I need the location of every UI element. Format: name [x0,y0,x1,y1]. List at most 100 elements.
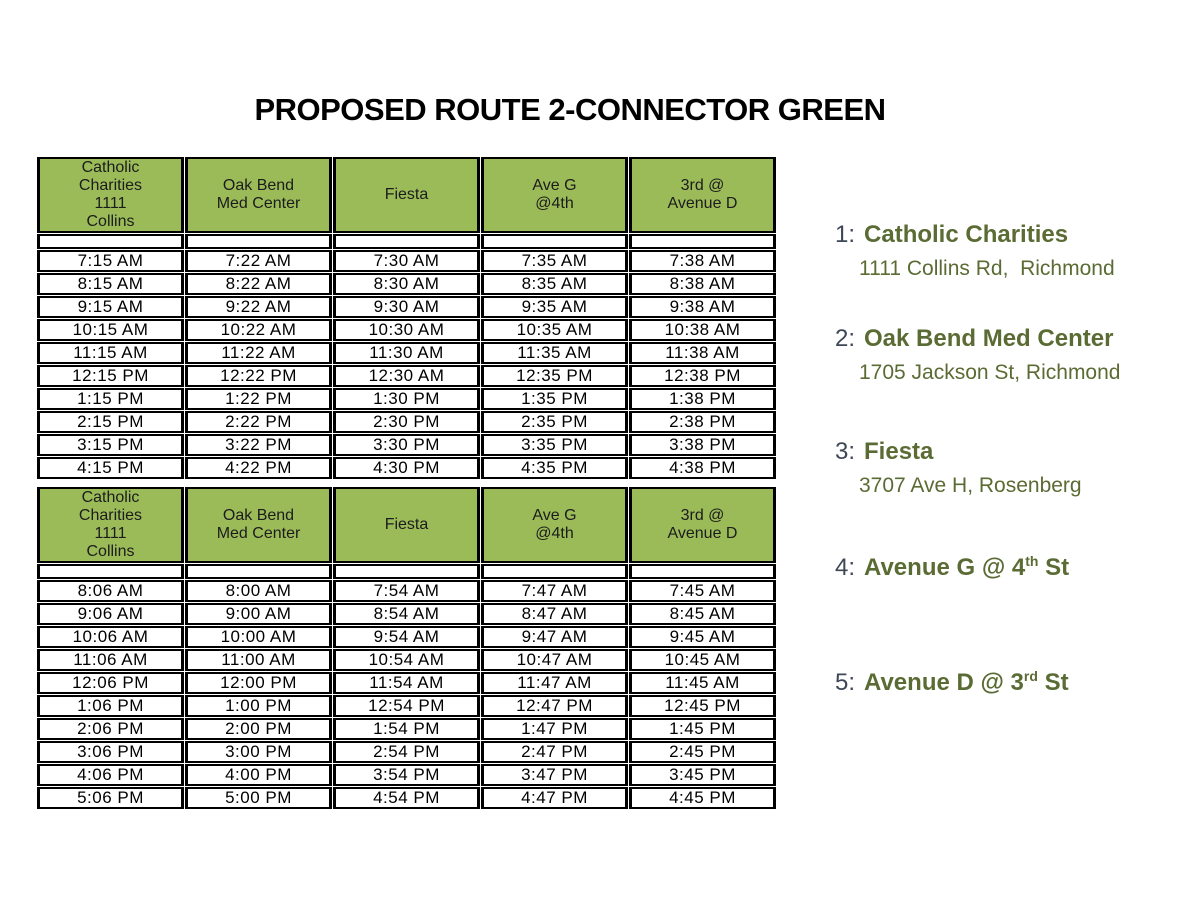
time-cell: 5:00 PM [185,787,332,809]
time-cell: 3:54 PM [333,764,480,786]
stop-name: 5: Avenue D @ 3rd St [835,668,1069,696]
time-cell: 11:30 AM [333,342,480,364]
time-cell: 10:47 AM [481,649,628,671]
time-cell: 11:45 AM [629,672,776,694]
time-cell: 11:22 AM [185,342,332,364]
time-cell: 2:06 PM [37,718,184,740]
stop-number: 5: [835,669,856,696]
time-cell: 9:35 AM [481,296,628,318]
time-cell: 12:35 PM [481,365,628,387]
table-row: 4:15 PM 4:22 PM 4:30 PM 4:35 PM 4:38 PM [37,457,776,479]
time-cell: 8:00 AM [185,580,332,602]
time-cell: 8:35 AM [481,273,628,295]
stop-name: 3: Fiesta [835,438,934,465]
stop-address: 3707 Ave H, Rosenberg [859,474,1082,497]
time-cell: 2:54 PM [333,741,480,763]
time-cell: 11:35 AM [481,342,628,364]
time-cell: 12:15 PM [37,365,184,387]
time-cell: 2:45 PM [629,741,776,763]
table-row: 5:06 PM 5:00 PM 4:54 PM 4:47 PM 4:45 PM [37,787,776,809]
time-cell: 10:15 AM [37,319,184,341]
time-cell: 3:45 PM [629,764,776,786]
time-cell: 7:30 AM [333,250,480,272]
table-row: 9:15 AM 9:22 AM 9:30 AM 9:35 AM 9:38 AM [37,296,776,318]
table-row: 10:06 AM 10:00 AM 9:54 AM 9:47 AM 9:45 AM [37,626,776,648]
column-header-cell: Catholic Charities 1111 Collins [37,487,184,563]
time-cell: 4:06 PM [37,764,184,786]
table-row: 10:15 AM 10:22 AM 10:30 AM 10:35 AM 10:38 AM [37,319,776,341]
time-cell: 7:54 AM [333,580,480,602]
time-cell: 4:35 PM [481,457,628,479]
schedule-table-2: Catholic Charities 1111 Collins Oak Bend … [36,486,777,810]
stop-address: 1111 Collins Rd, Richmond [859,257,1115,280]
spacer-row [37,234,776,249]
time-cell: 10:38 AM [629,319,776,341]
time-cell: 10:35 AM [481,319,628,341]
stop-legend-item-5: 5: Avenue D @ 3rd St [835,662,1180,705]
time-cell: 7:15 AM [37,250,184,272]
time-cell: 11:47 AM [481,672,628,694]
time-cell: 8:47 AM [481,603,628,625]
time-cell: 1:15 PM [37,388,184,410]
time-cell: 9:30 AM [333,296,480,318]
spacer-cell [37,234,184,249]
time-cell: 9:22 AM [185,296,332,318]
stop-address: 1705 Jackson St, Richmond [859,361,1121,384]
time-cell: 3:35 PM [481,434,628,456]
time-cell: 1:22 PM [185,388,332,410]
time-cell: 4:54 PM [333,787,480,809]
time-cell: 3:00 PM [185,741,332,763]
table-row: 12:15 PM 12:22 PM 12:30 AM 12:35 PM 12:38 PM [37,365,776,387]
time-cell: 9:38 AM [629,296,776,318]
page-title: PROPOSED ROUTE 2-CONNECTOR GREEN [254,92,886,127]
time-cell: 2:15 PM [37,411,184,433]
time-cell: 12:54 PM [333,695,480,717]
time-cell: 8:45 AM [629,603,776,625]
column-header-cell: 3rd @ Avenue D [629,487,776,563]
stop-legend-item-4: 4: Avenue G @ 4th St [835,547,1180,590]
time-cell: 3:38 PM [629,434,776,456]
time-cell: 9:15 AM [37,296,184,318]
time-cell: 10:00 AM [185,626,332,648]
table-row: 8:15 AM 8:22 AM 8:30 AM 8:35 AM 8:38 AM [37,273,776,295]
time-cell: 11:38 AM [629,342,776,364]
time-cell: 9:45 AM [629,626,776,648]
table-row: 11:06 AM 11:00 AM 10:54 AM 10:47 AM 10:45 AM [37,649,776,671]
time-cell: 4:15 PM [37,457,184,479]
time-cell: 10:45 AM [629,649,776,671]
time-cell: 3:15 PM [37,434,184,456]
stop-legend-item-1: 1: Catholic Charities 1111 Collins Rd, Ri… [835,214,1180,281]
spacer-row [37,564,776,579]
time-cell: 3:06 PM [37,741,184,763]
time-cell: 11:06 AM [37,649,184,671]
time-cell: 7:47 AM [481,580,628,602]
column-header-cell: Ave G @4th [481,157,628,233]
time-cell: 12:38 PM [629,365,776,387]
time-cell: 12:47 PM [481,695,628,717]
time-cell: 4:38 PM [629,457,776,479]
time-cell: 11:54 AM [333,672,480,694]
time-cell: 1:45 PM [629,718,776,740]
table-row: 11:15 AM 11:22 AM 11:30 AM 11:35 AM 11:38 AM [37,342,776,364]
time-cell: 2:35 PM [481,411,628,433]
table-row: 4:06 PM 4:00 PM 3:54 PM 3:47 PM 3:45 PM [37,764,776,786]
table-row: 9:06 AM 9:00 AM 8:54 AM 8:47 AM 8:45 AM [37,603,776,625]
table-row: 1:15 PM 1:22 PM 1:30 PM 1:35 PM 1:38 PM [37,388,776,410]
time-cell: 4:30 PM [333,457,480,479]
column-header-cell: Oak Bend Med Center [185,157,332,233]
time-cell: 2:22 PM [185,411,332,433]
table-row: 1:06 PM 1:00 PM 12:54 PM 12:47 PM 12:45 PM [37,695,776,717]
schedule-table-1: Catholic Charities 1111 Collins Oak Bend … [36,156,777,480]
column-header-cell: Ave G @4th [481,487,628,563]
column-header-cell: 3rd @ Avenue D [629,157,776,233]
time-cell: 1:47 PM [481,718,628,740]
time-cell: 11:15 AM [37,342,184,364]
time-cell: 4:45 PM [629,787,776,809]
spacer-cell [629,234,776,249]
time-cell: 8:30 AM [333,273,480,295]
time-cell: 12:00 PM [185,672,332,694]
header-row: Catholic Charities 1111 Collins Oak Bend … [37,487,776,563]
table-row: 7:15 AM 7:22 AM 7:30 AM 7:35 AM 7:38 AM [37,250,776,272]
time-cell: 9:00 AM [185,603,332,625]
time-cell: 10:06 AM [37,626,184,648]
